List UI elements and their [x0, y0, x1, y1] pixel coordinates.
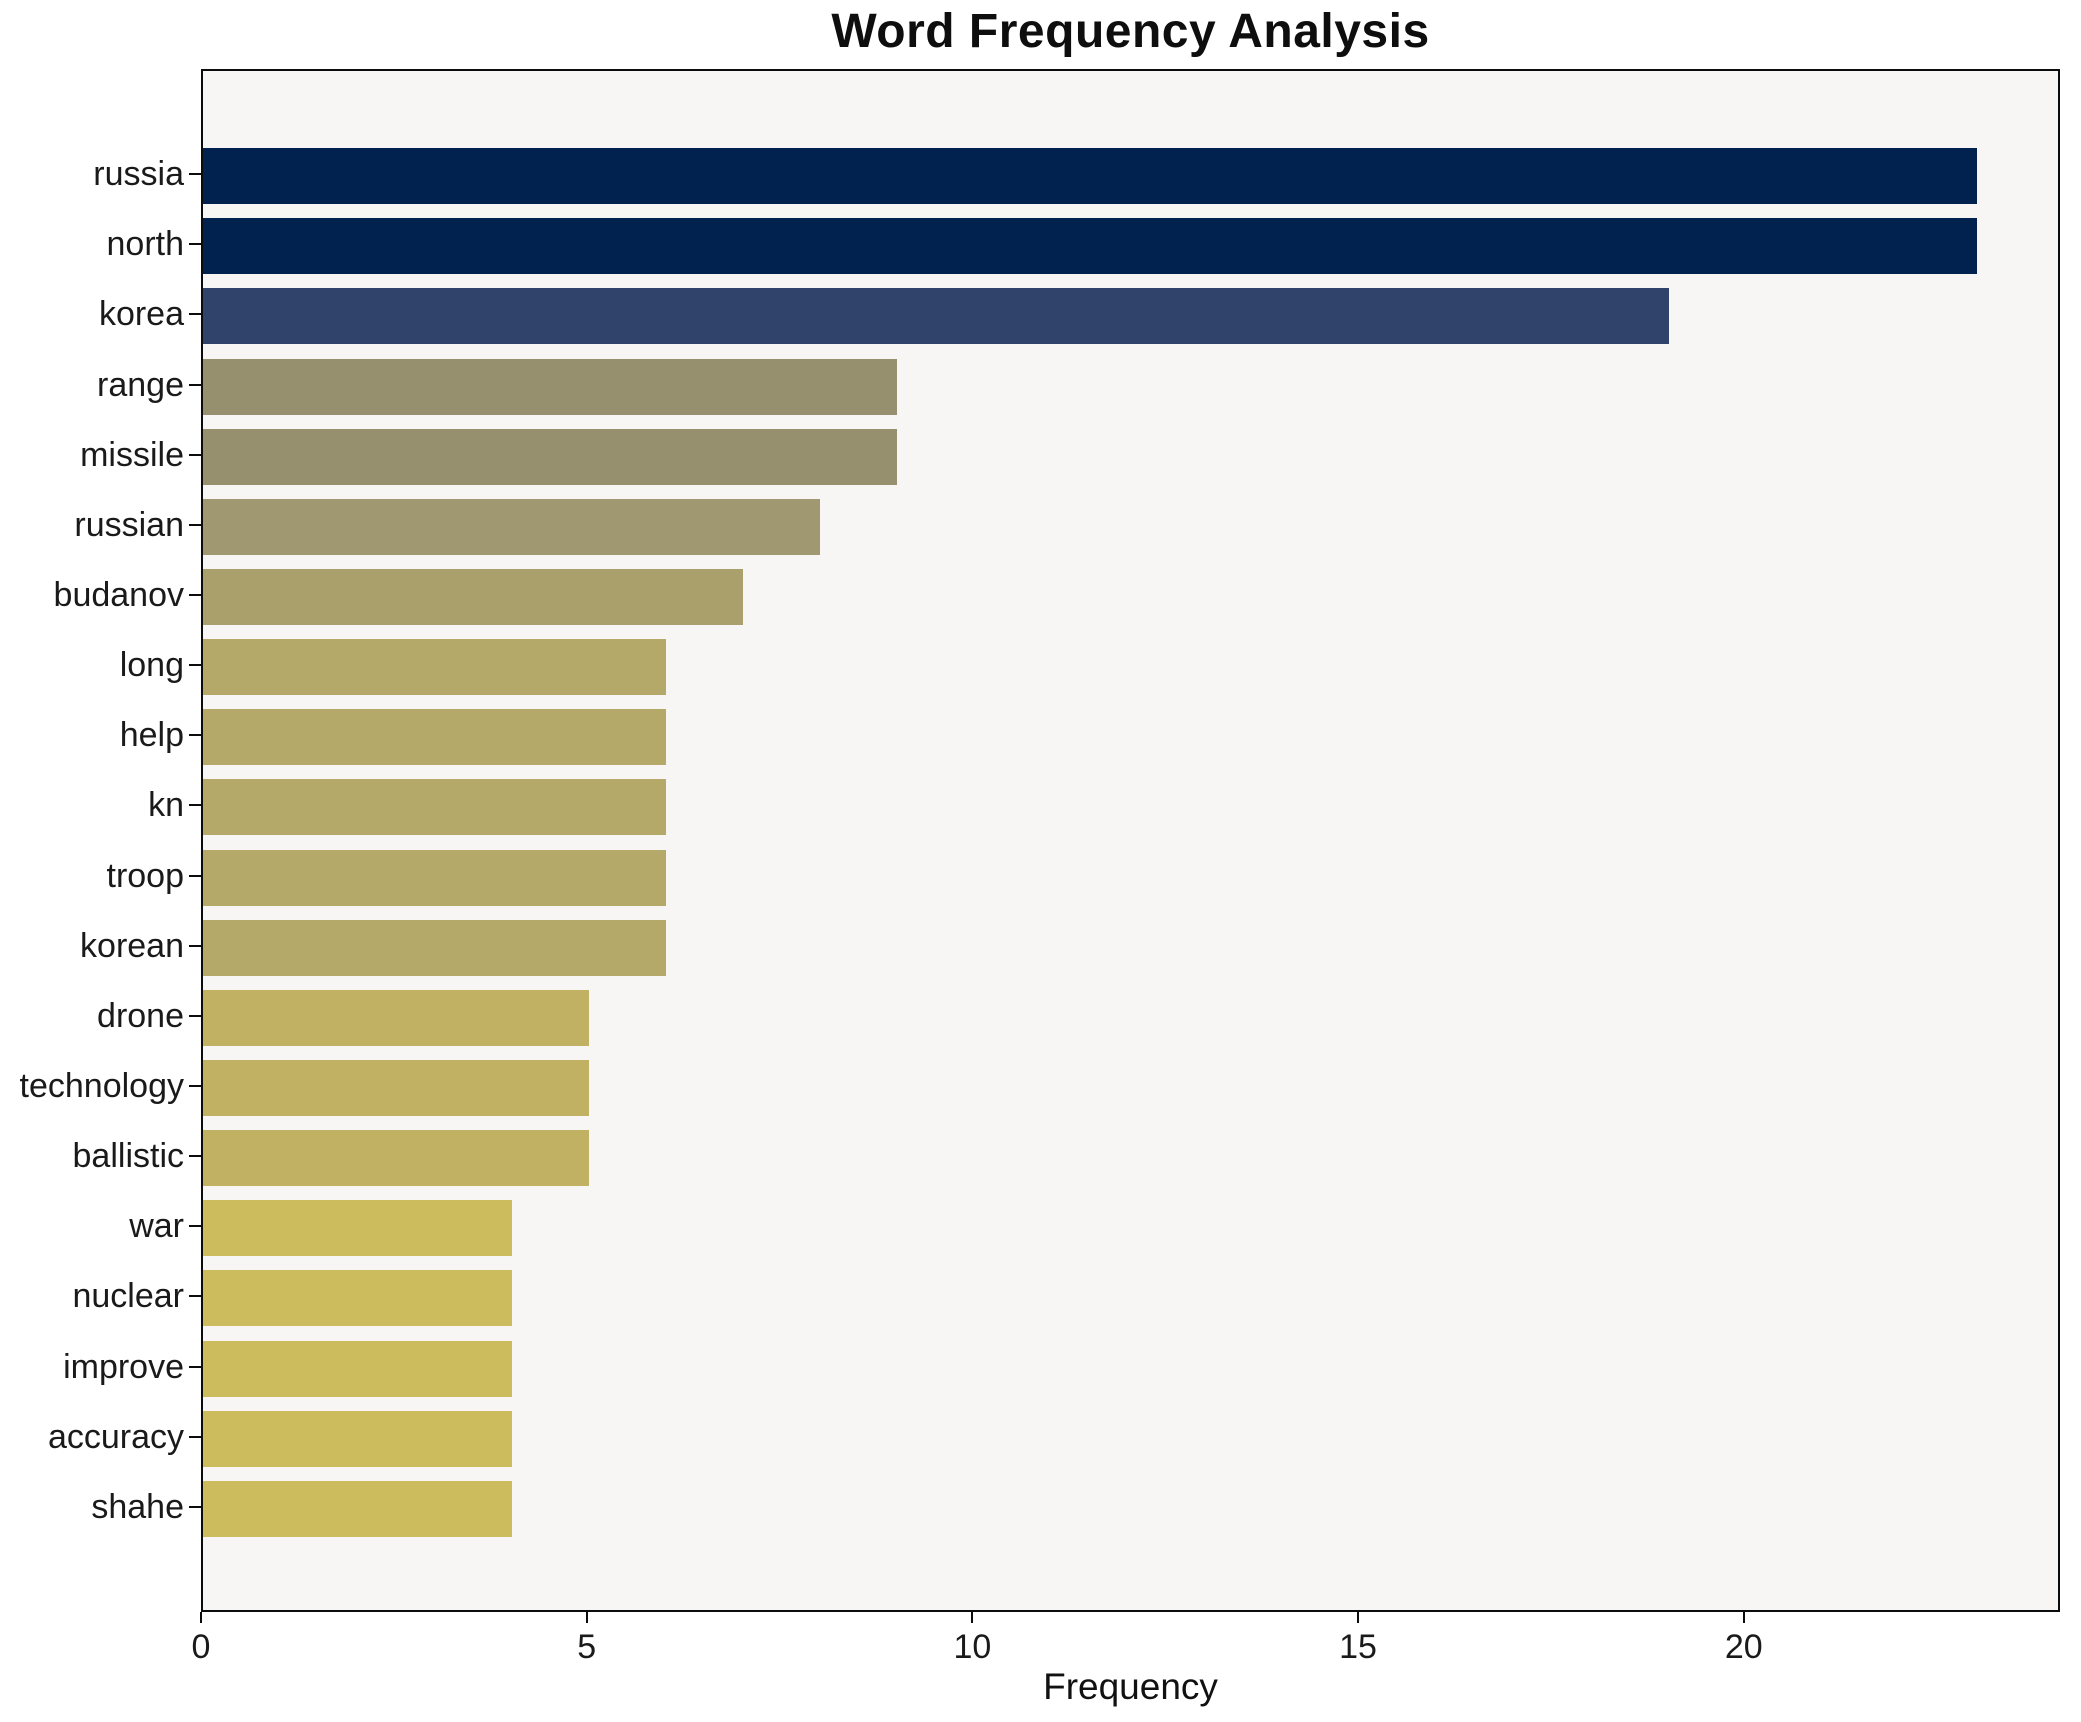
bar-missile [203, 428, 898, 485]
x-tick-label-5: 5 [577, 1628, 597, 1666]
bar-technology [203, 1059, 589, 1116]
bar-drone [203, 989, 589, 1046]
y-tick-label-ballistic: ballistic [72, 1137, 184, 1176]
y-tick-mark [189, 1365, 201, 1368]
y-tick-mark [189, 1295, 201, 1298]
y-tick-label-improve: improve [63, 1347, 184, 1386]
x-tick-mark-0 [200, 1612, 202, 1623]
bar-korea [203, 288, 1669, 345]
y-tick-label-accuracy: accuracy [47, 1417, 184, 1456]
x-tick-label-10: 10 [953, 1628, 992, 1666]
y-tick-mark [189, 1155, 201, 1158]
y-tick-mark [189, 1225, 201, 1228]
chart-title: Word Frequency Analysis [831, 5, 1430, 58]
y-tick-mark [189, 243, 201, 246]
y-tick-label-war: war [129, 1207, 184, 1246]
y-tick-label-missile: missile [80, 435, 184, 474]
bar-help [203, 709, 666, 766]
bar-korean [203, 919, 666, 976]
y-tick-mark [189, 804, 201, 807]
y-tick-label-nuclear: nuclear [72, 1277, 184, 1316]
x-tick-mark-10 [971, 1612, 974, 1623]
bar-range [203, 358, 898, 415]
y-tick-label-shahe: shahe [91, 1487, 184, 1526]
bar-russian [203, 498, 821, 555]
bar-budanov [203, 569, 743, 626]
y-tick-mark [189, 874, 201, 877]
bar-long [203, 639, 666, 696]
y-tick-mark [189, 664, 201, 667]
y-tick-label-range: range [97, 365, 184, 404]
y-tick-mark [189, 173, 201, 176]
y-tick-mark [189, 1014, 201, 1017]
y-tick-mark [189, 453, 201, 456]
bar-war [203, 1200, 512, 1257]
y-tick-mark [189, 1505, 201, 1508]
x-tick-mark-5 [585, 1612, 588, 1623]
x-axis-label: Frequency [1043, 1666, 1218, 1707]
y-tick-mark [189, 523, 201, 526]
x-tick-mark-20 [1742, 1612, 1745, 1623]
y-tick-mark [189, 1084, 201, 1087]
y-tick-label-russia: russia [93, 155, 184, 194]
y-tick-label-help: help [119, 716, 184, 755]
y-tick-label-russian: russian [74, 505, 184, 544]
bar-kn [203, 779, 666, 836]
y-tick-label-long: long [119, 646, 184, 685]
y-tick-mark [189, 1435, 201, 1438]
y-tick-label-korea: korea [98, 295, 184, 334]
bar-ballistic [203, 1130, 589, 1187]
y-tick-label-budanov: budanov [53, 576, 184, 615]
y-tick-label-korean: korean [80, 926, 184, 965]
bar-north [203, 218, 1978, 275]
y-tick-mark [189, 313, 201, 316]
x-tick-mark-15 [1357, 1612, 1360, 1623]
y-tick-label-north: north [106, 225, 185, 264]
bar-accuracy [203, 1410, 512, 1467]
bar-russia [203, 148, 1978, 205]
bar-improve [203, 1340, 512, 1397]
y-tick-label-technology: technology [19, 1066, 184, 1105]
y-tick-label-drone: drone [97, 996, 184, 1035]
x-tick-label-20: 20 [1724, 1628, 1763, 1666]
y-tick-mark [189, 594, 201, 597]
plot-area [201, 69, 2060, 1612]
bar-shahe [203, 1480, 512, 1537]
y-tick-mark [189, 734, 201, 737]
bar-nuclear [203, 1270, 512, 1327]
x-tick-label-0: 0 [191, 1628, 211, 1666]
bar-troop [203, 849, 666, 906]
y-tick-mark [189, 944, 201, 947]
y-tick-mark [189, 383, 201, 386]
y-tick-label-troop: troop [106, 856, 185, 895]
y-tick-label-kn: kn [148, 786, 184, 825]
x-tick-label-15: 15 [1339, 1628, 1377, 1666]
